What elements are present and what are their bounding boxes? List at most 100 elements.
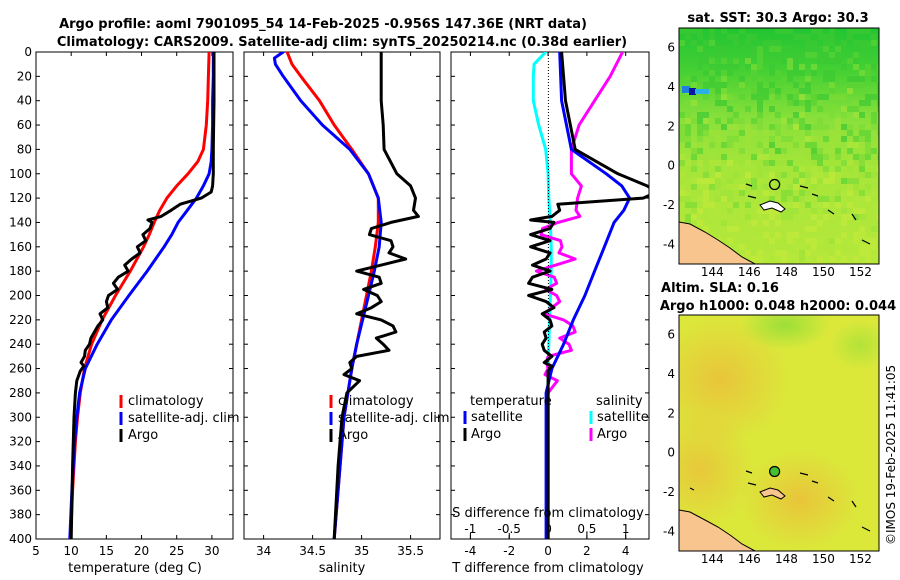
sst-cell xyxy=(853,136,859,142)
sst-cell xyxy=(793,112,799,118)
sst-cell xyxy=(745,130,751,136)
sst-cell xyxy=(769,124,775,130)
sst-cell xyxy=(847,58,853,64)
sst-cell xyxy=(799,250,805,256)
figure-title-line1: Argo profile: aoml 7901095_54 14-Feb-202… xyxy=(59,17,587,32)
sst-cell xyxy=(727,94,733,100)
sst-cell xyxy=(733,202,739,208)
sst-cell xyxy=(811,208,817,214)
sst-cell xyxy=(787,100,793,106)
sst-cell xyxy=(745,58,751,64)
sst-cell xyxy=(823,106,829,112)
sst-cell xyxy=(871,64,877,70)
sst-cell xyxy=(841,106,847,112)
sst-cell xyxy=(805,34,811,40)
sst-cell xyxy=(865,184,871,190)
land-new-guinea xyxy=(679,221,756,264)
sst-cell xyxy=(787,136,793,142)
sst-cell xyxy=(829,94,835,100)
sst-cell xyxy=(805,148,811,154)
sst-cell xyxy=(721,58,727,64)
sst-cell xyxy=(781,136,787,142)
land-new-britain xyxy=(759,200,786,213)
map-y-tick-label: -2 xyxy=(663,198,675,212)
sst-cell xyxy=(793,220,799,226)
x-tick-label: -4 xyxy=(464,544,476,558)
sst-cell xyxy=(805,154,811,160)
sst-cell xyxy=(727,142,733,148)
sst-cell xyxy=(697,154,703,160)
sst-cell xyxy=(871,118,877,124)
sst-cell xyxy=(775,244,781,250)
sst-cell xyxy=(685,142,691,148)
sst-cell xyxy=(709,34,715,40)
sst-cell xyxy=(757,46,763,52)
sst-cell xyxy=(739,118,745,124)
x-tick-label: 35.5 xyxy=(397,544,424,558)
sst-cell xyxy=(787,238,793,244)
sst-cell xyxy=(859,160,865,166)
sst-cell xyxy=(769,40,775,46)
sst-cell xyxy=(679,184,685,190)
sst-cell xyxy=(817,118,823,124)
sst-cell xyxy=(841,160,847,166)
sst-cell xyxy=(811,178,817,184)
y-tick-label: 220 xyxy=(9,313,32,327)
sst-cell xyxy=(733,82,739,88)
sst-cell xyxy=(811,64,817,70)
sst-cell xyxy=(709,142,715,148)
imos-credit: ©IMOS 19-Feb-2025 11:41:05 xyxy=(884,365,898,545)
sst-cell xyxy=(787,214,793,220)
sst-cell xyxy=(859,28,865,34)
series-line-t-satellite xyxy=(544,52,632,539)
sst-cell xyxy=(853,82,859,88)
map-y-tick-label: -4 xyxy=(663,237,675,251)
sst-cell xyxy=(715,46,721,52)
sst-cell xyxy=(769,256,775,262)
sst-cell xyxy=(715,154,721,160)
sst-cell xyxy=(793,70,799,76)
sst-cell xyxy=(811,70,817,76)
sst-cell xyxy=(841,40,847,46)
sst-cell xyxy=(721,82,727,88)
sst-cell xyxy=(763,208,769,214)
sst-cell xyxy=(757,118,763,124)
series-line-t-argo xyxy=(527,52,649,539)
sst-cell xyxy=(823,124,829,130)
sst-cell xyxy=(727,208,733,214)
sst-cell xyxy=(835,196,841,202)
sst-cell xyxy=(721,124,727,130)
sst-cell xyxy=(853,154,859,160)
sst-cell xyxy=(799,34,805,40)
sst-cell xyxy=(811,226,817,232)
sst-cell xyxy=(829,130,835,136)
sst-cell xyxy=(739,76,745,82)
sst-cell xyxy=(775,46,781,52)
map-x-tick-label: 152 xyxy=(849,265,872,279)
sst-cell xyxy=(847,142,853,148)
sst-cell xyxy=(727,238,733,244)
sst-cell xyxy=(805,82,811,88)
map-x-tick-label: 146 xyxy=(738,265,761,279)
sst-cell xyxy=(733,184,739,190)
sst-cell xyxy=(817,154,823,160)
sst-cell xyxy=(709,208,715,214)
argo-position-marker xyxy=(768,178,781,191)
sst-cell xyxy=(841,244,847,250)
sst-cell xyxy=(799,232,805,238)
sst-cell xyxy=(853,160,859,166)
sst-cell xyxy=(865,244,871,250)
map-y-tick-label: 2 xyxy=(667,119,675,133)
sst-cell xyxy=(871,190,877,196)
legend-label-t-argo: Argo xyxy=(471,427,501,442)
sst-cell xyxy=(691,160,697,166)
sst-cell xyxy=(817,160,823,166)
sst-cell xyxy=(793,178,799,184)
sst-cell xyxy=(751,64,757,70)
sst-cell xyxy=(769,160,775,166)
sst-cell xyxy=(811,46,817,52)
sst-cell xyxy=(859,166,865,172)
sst-cell xyxy=(721,46,727,52)
map-x-tick-label: 150 xyxy=(812,265,835,279)
sst-cell xyxy=(817,172,823,178)
